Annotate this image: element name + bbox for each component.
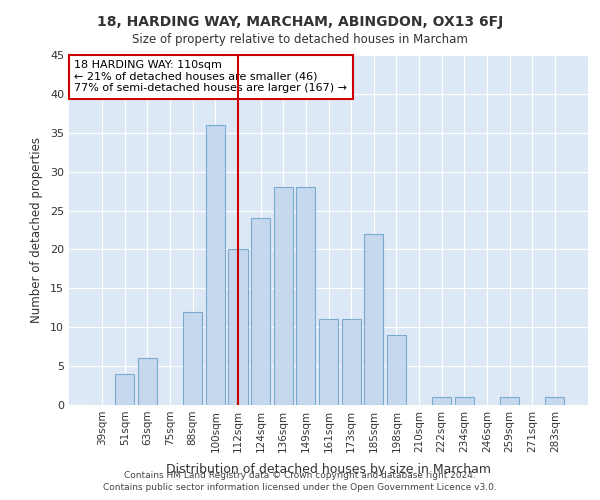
Text: 18 HARDING WAY: 110sqm
← 21% of detached houses are smaller (46)
77% of semi-det: 18 HARDING WAY: 110sqm ← 21% of detached…	[74, 60, 347, 94]
Bar	[545, 397, 565, 405]
Bar	[364, 234, 383, 405]
Bar	[115, 374, 134, 405]
Bar	[432, 397, 451, 405]
Bar	[455, 397, 474, 405]
Bar	[274, 187, 293, 405]
Bar	[229, 250, 248, 405]
Y-axis label: Number of detached properties: Number of detached properties	[30, 137, 43, 323]
Bar	[296, 187, 316, 405]
Bar	[183, 312, 202, 405]
Bar	[341, 320, 361, 405]
Bar	[387, 335, 406, 405]
Bar	[319, 320, 338, 405]
Text: Size of property relative to detached houses in Marcham: Size of property relative to detached ho…	[132, 32, 468, 46]
Bar	[251, 218, 270, 405]
Bar	[206, 125, 225, 405]
Bar	[500, 397, 519, 405]
Text: Contains public sector information licensed under the Open Government Licence v3: Contains public sector information licen…	[103, 484, 497, 492]
Bar	[138, 358, 157, 405]
Text: 18, HARDING WAY, MARCHAM, ABINGDON, OX13 6FJ: 18, HARDING WAY, MARCHAM, ABINGDON, OX13…	[97, 15, 503, 29]
Text: Contains HM Land Registry data © Crown copyright and database right 2024.: Contains HM Land Registry data © Crown c…	[124, 471, 476, 480]
X-axis label: Distribution of detached houses by size in Marcham: Distribution of detached houses by size …	[166, 463, 491, 476]
